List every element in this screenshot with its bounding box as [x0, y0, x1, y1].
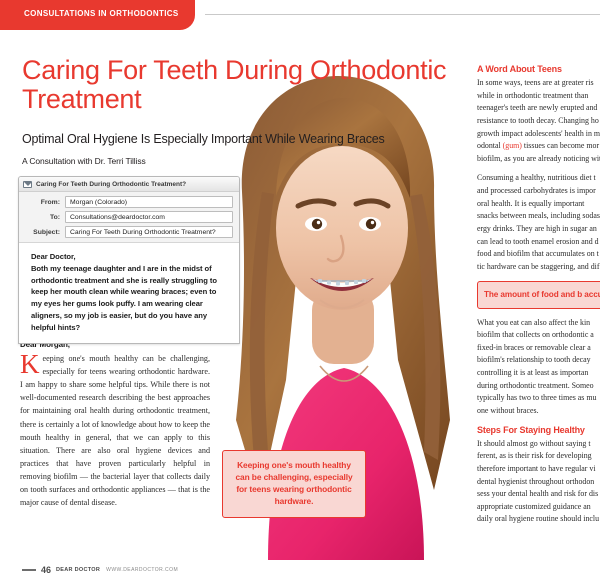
article-headline: Caring For Teeth During Orthodontic Trea… — [22, 55, 447, 115]
rc-line: controlling it is at least as importan — [477, 368, 589, 378]
page-number: 46 — [41, 565, 52, 575]
rc-line: appropriate customized guidance an — [477, 501, 591, 511]
email-field-subject-label: Subject: — [33, 228, 60, 236]
heading-a-word-about-teens: A Word About Teens — [477, 64, 562, 74]
email-field-from-label: From: — [40, 198, 60, 206]
banner-label: CONSULTATIONS IN ORTHODONTICS — [24, 9, 179, 18]
email-body-text: Both my teenage daughter and I are in th… — [31, 263, 217, 332]
drop-cap: K — [20, 349, 40, 379]
rc-line: snacks between meals, including sodas — [477, 211, 600, 221]
email-field-subject-value[interactable]: Caring For Teeth During Orthodontic Trea… — [65, 226, 233, 238]
rc-line: Consuming a healthy, nutritious diet t — [477, 173, 596, 183]
email-titlebar[interactable]: Caring For Teeth During Orthodontic Trea… — [19, 177, 239, 192]
footer-url: WWW.DEARDOCTOR.COM — [106, 567, 179, 573]
right-paragraph-3: What you eat can also affect the kin bio… — [477, 317, 600, 418]
email-field-subject: Subject: Caring For Teeth During Orthodo… — [21, 226, 233, 238]
teen-with-braces-photo — [228, 60, 468, 560]
right-paragraph-1: In some ways, teens are at greater ris w… — [477, 77, 600, 165]
footer-rule — [22, 569, 36, 571]
rc-line: biofilm, as you are already noticing wit — [477, 153, 600, 163]
glossary-term-gum: (gum) — [502, 141, 522, 151]
email-window[interactable]: Caring For Teeth During Orthodontic Trea… — [18, 176, 240, 345]
rc-line: can lead to tooth enamel erosion and d — [477, 236, 599, 246]
email-greeting: Dear Doctor, — [31, 252, 76, 261]
rc-line: odontal — [477, 141, 503, 151]
rc-line: In some ways, teens are at greater ris — [477, 78, 594, 87]
rc-line: teenager's teeth are newly erupted and — [477, 103, 598, 113]
rc-line: one without braces. — [477, 405, 539, 415]
banner-shape — [0, 0, 195, 30]
page-footer: 46 DEAR DOCTOR WWW.DEARDOCTOR.COM — [22, 565, 178, 575]
rc-line: daily oral hygiene routine should inclu — [477, 514, 600, 524]
article-byline: A Consultation with Dr. Terri Tilliss — [22, 156, 146, 166]
email-field-to-label: To: — [49, 213, 60, 221]
pull-quote-callout: Keeping one's mouth healthy can be chall… — [222, 450, 366, 518]
email-header-fields: From: Morgan (Colorado) To: Consultation… — [19, 192, 239, 242]
reply-body-text: eeping one's mouth healthy can be challe… — [20, 354, 210, 508]
rc-line: biofilm's relationship to tooth decay — [477, 355, 591, 365]
email-field-from: From: Morgan (Colorado) — [21, 196, 233, 208]
email-window-title: Caring For Teeth During Orthodontic Trea… — [36, 180, 187, 188]
right-paragraph-4: It should almost go without saying t fer… — [477, 438, 600, 526]
article-subhead: Optimal Oral Hygiene Is Especially Impor… — [22, 132, 385, 146]
email-field-to: To: Consultations@deardoctor.com — [21, 211, 233, 223]
rc-line: tissues can become mor — [521, 141, 600, 151]
rc-line: growth impact adolescents' health in m — [477, 128, 600, 138]
rc-line: dental hygienist throughout orthodon — [477, 476, 595, 486]
heading-steps-for-staying-healthy: Steps For Staying Healthy — [477, 424, 585, 435]
right-paragraph-2: Consuming a healthy, nutritious diet t a… — [477, 172, 600, 273]
email-body: Dear Doctor, Both my teenage daughter an… — [19, 242, 239, 344]
right-article-column: A Word About Teens In some ways, teens a… — [477, 64, 600, 574]
rc-line: food and biofilm that accumulates on t — [477, 249, 599, 259]
rc-line: fixed-in braces or removable clear a — [477, 342, 591, 352]
rc-line: resistance to tooth decay. Changing ho — [477, 115, 599, 125]
banner-rule — [205, 14, 600, 15]
rc-line: and processed carbohydrates is impor — [477, 186, 596, 196]
email-field-from-value[interactable]: Morgan (Colorado) — [65, 196, 233, 208]
rc-line: tic hardware can be staggering, and dif — [477, 261, 600, 271]
section-banner: CONSULTATIONS IN ORTHODONTICS — [0, 0, 600, 30]
rc-line: typically has two to three times as mu — [477, 393, 597, 403]
rc-line: during orthodontic treatment. Someo — [477, 380, 594, 390]
email-field-to-value[interactable]: Consultations@deardoctor.com — [65, 211, 233, 223]
rc-line: biofilm that collects on orthodontic a — [477, 330, 594, 340]
footer-brand: DEAR DOCTOR — [56, 567, 101, 573]
rc-line: It should almost go without saying t — [477, 438, 591, 448]
reply-salutation: Dear Morgan, — [20, 340, 70, 349]
envelope-icon — [23, 180, 32, 188]
sidebar-callout: The amount of food and b accumulates on … — [477, 280, 600, 309]
rc-line: sess your dental health and risk for dis — [477, 489, 599, 499]
rc-line: What you eat can also affect the kin — [477, 317, 591, 327]
rc-line: ergy drinks. They are high in sugar an — [477, 224, 597, 234]
rc-line: therefore important to have regular vi — [477, 463, 596, 473]
rc-line: while in orthodontic treatment than — [477, 90, 589, 100]
rc-line: ferent, as is their risk for developing — [477, 451, 592, 461]
rc-line: oral health. It is equally important — [477, 198, 585, 208]
